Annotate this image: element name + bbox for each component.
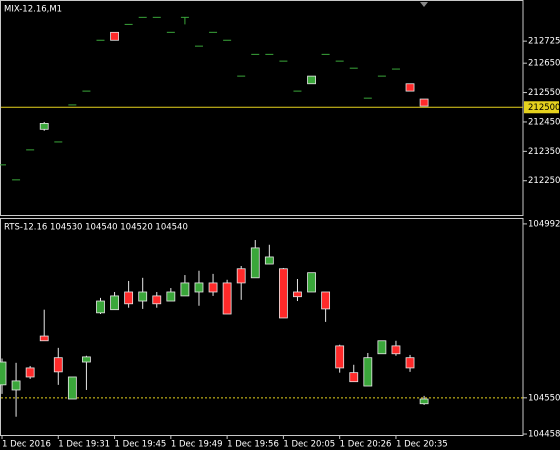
- candle-body: [152, 295, 162, 305]
- candle-body: [67, 376, 77, 400]
- candle-body: [39, 123, 49, 130]
- y-tick-label: 212650: [528, 59, 560, 69]
- candle-body: [307, 75, 316, 85]
- candle-body: [0, 361, 7, 386]
- candle-body: [321, 291, 331, 310]
- candle-body: [222, 282, 232, 315]
- y-tick-label: 212725: [528, 37, 560, 47]
- candle-body: [405, 357, 415, 369]
- candle-body: [25, 367, 35, 378]
- y-tick-label: 212450: [528, 117, 560, 127]
- price-label: 212500: [528, 103, 560, 113]
- candle-body: [208, 282, 218, 293]
- candle-body: [53, 357, 63, 373]
- panel-title: RTS-12.16 104530 104540 104520 104540: [4, 223, 188, 233]
- candle-body: [419, 98, 429, 107]
- current-bar-marker: [420, 2, 428, 7]
- candle-body: [335, 345, 345, 369]
- candle-body: [82, 356, 91, 363]
- candle-body: [96, 300, 105, 314]
- x-tick-label: 1 Dec 19:45: [115, 440, 167, 450]
- candle-body: [236, 268, 246, 284]
- candle-body: [391, 345, 401, 355]
- candle-body: [278, 268, 288, 319]
- candle-body: [166, 291, 176, 302]
- candle-body: [180, 282, 190, 297]
- candle-body: [138, 291, 148, 302]
- x-tick-label: 1 Dec 2016: [2, 440, 51, 450]
- candle-body: [264, 256, 274, 265]
- candle-body: [110, 295, 119, 311]
- candle-body: [293, 291, 302, 298]
- candle-body: [349, 372, 359, 383]
- candle-body: [250, 247, 260, 279]
- candle-body: [124, 291, 134, 305]
- candle-body: [307, 272, 316, 293]
- price-label-box: [524, 101, 559, 114]
- y-tick-label: 104992: [528, 219, 560, 229]
- x-tick-label: 1 Dec 19:56: [227, 440, 279, 450]
- candle-body: [110, 31, 119, 41]
- panel-frame: [0, 0, 524, 216]
- x-tick-label: 1 Dec 20:35: [396, 440, 448, 450]
- x-tick-label: 1 Dec 19:31: [58, 440, 110, 450]
- y-tick-label: 212250: [528, 176, 560, 186]
- candle-body: [11, 380, 21, 391]
- y-tick-label: 212350: [528, 147, 560, 157]
- candle-body: [405, 83, 415, 92]
- y-tick-label: 104458: [528, 430, 560, 440]
- x-tick-label: 1 Dec 20:26: [340, 440, 392, 450]
- panel-title: MIX-12.16,M1: [4, 5, 62, 15]
- x-tick-label: 1 Dec 19:49: [171, 440, 223, 450]
- y-tick-label: 104550: [528, 393, 560, 403]
- y-tick-label: 212550: [528, 88, 560, 98]
- candle-body: [363, 357, 373, 387]
- candle-body: [39, 335, 49, 342]
- candle-body: [419, 398, 429, 405]
- candle-body: [194, 282, 204, 293]
- candle-body: [377, 340, 387, 355]
- x-tick-label: 1 Dec 20:05: [283, 440, 335, 450]
- panel-frame: [0, 218, 524, 436]
